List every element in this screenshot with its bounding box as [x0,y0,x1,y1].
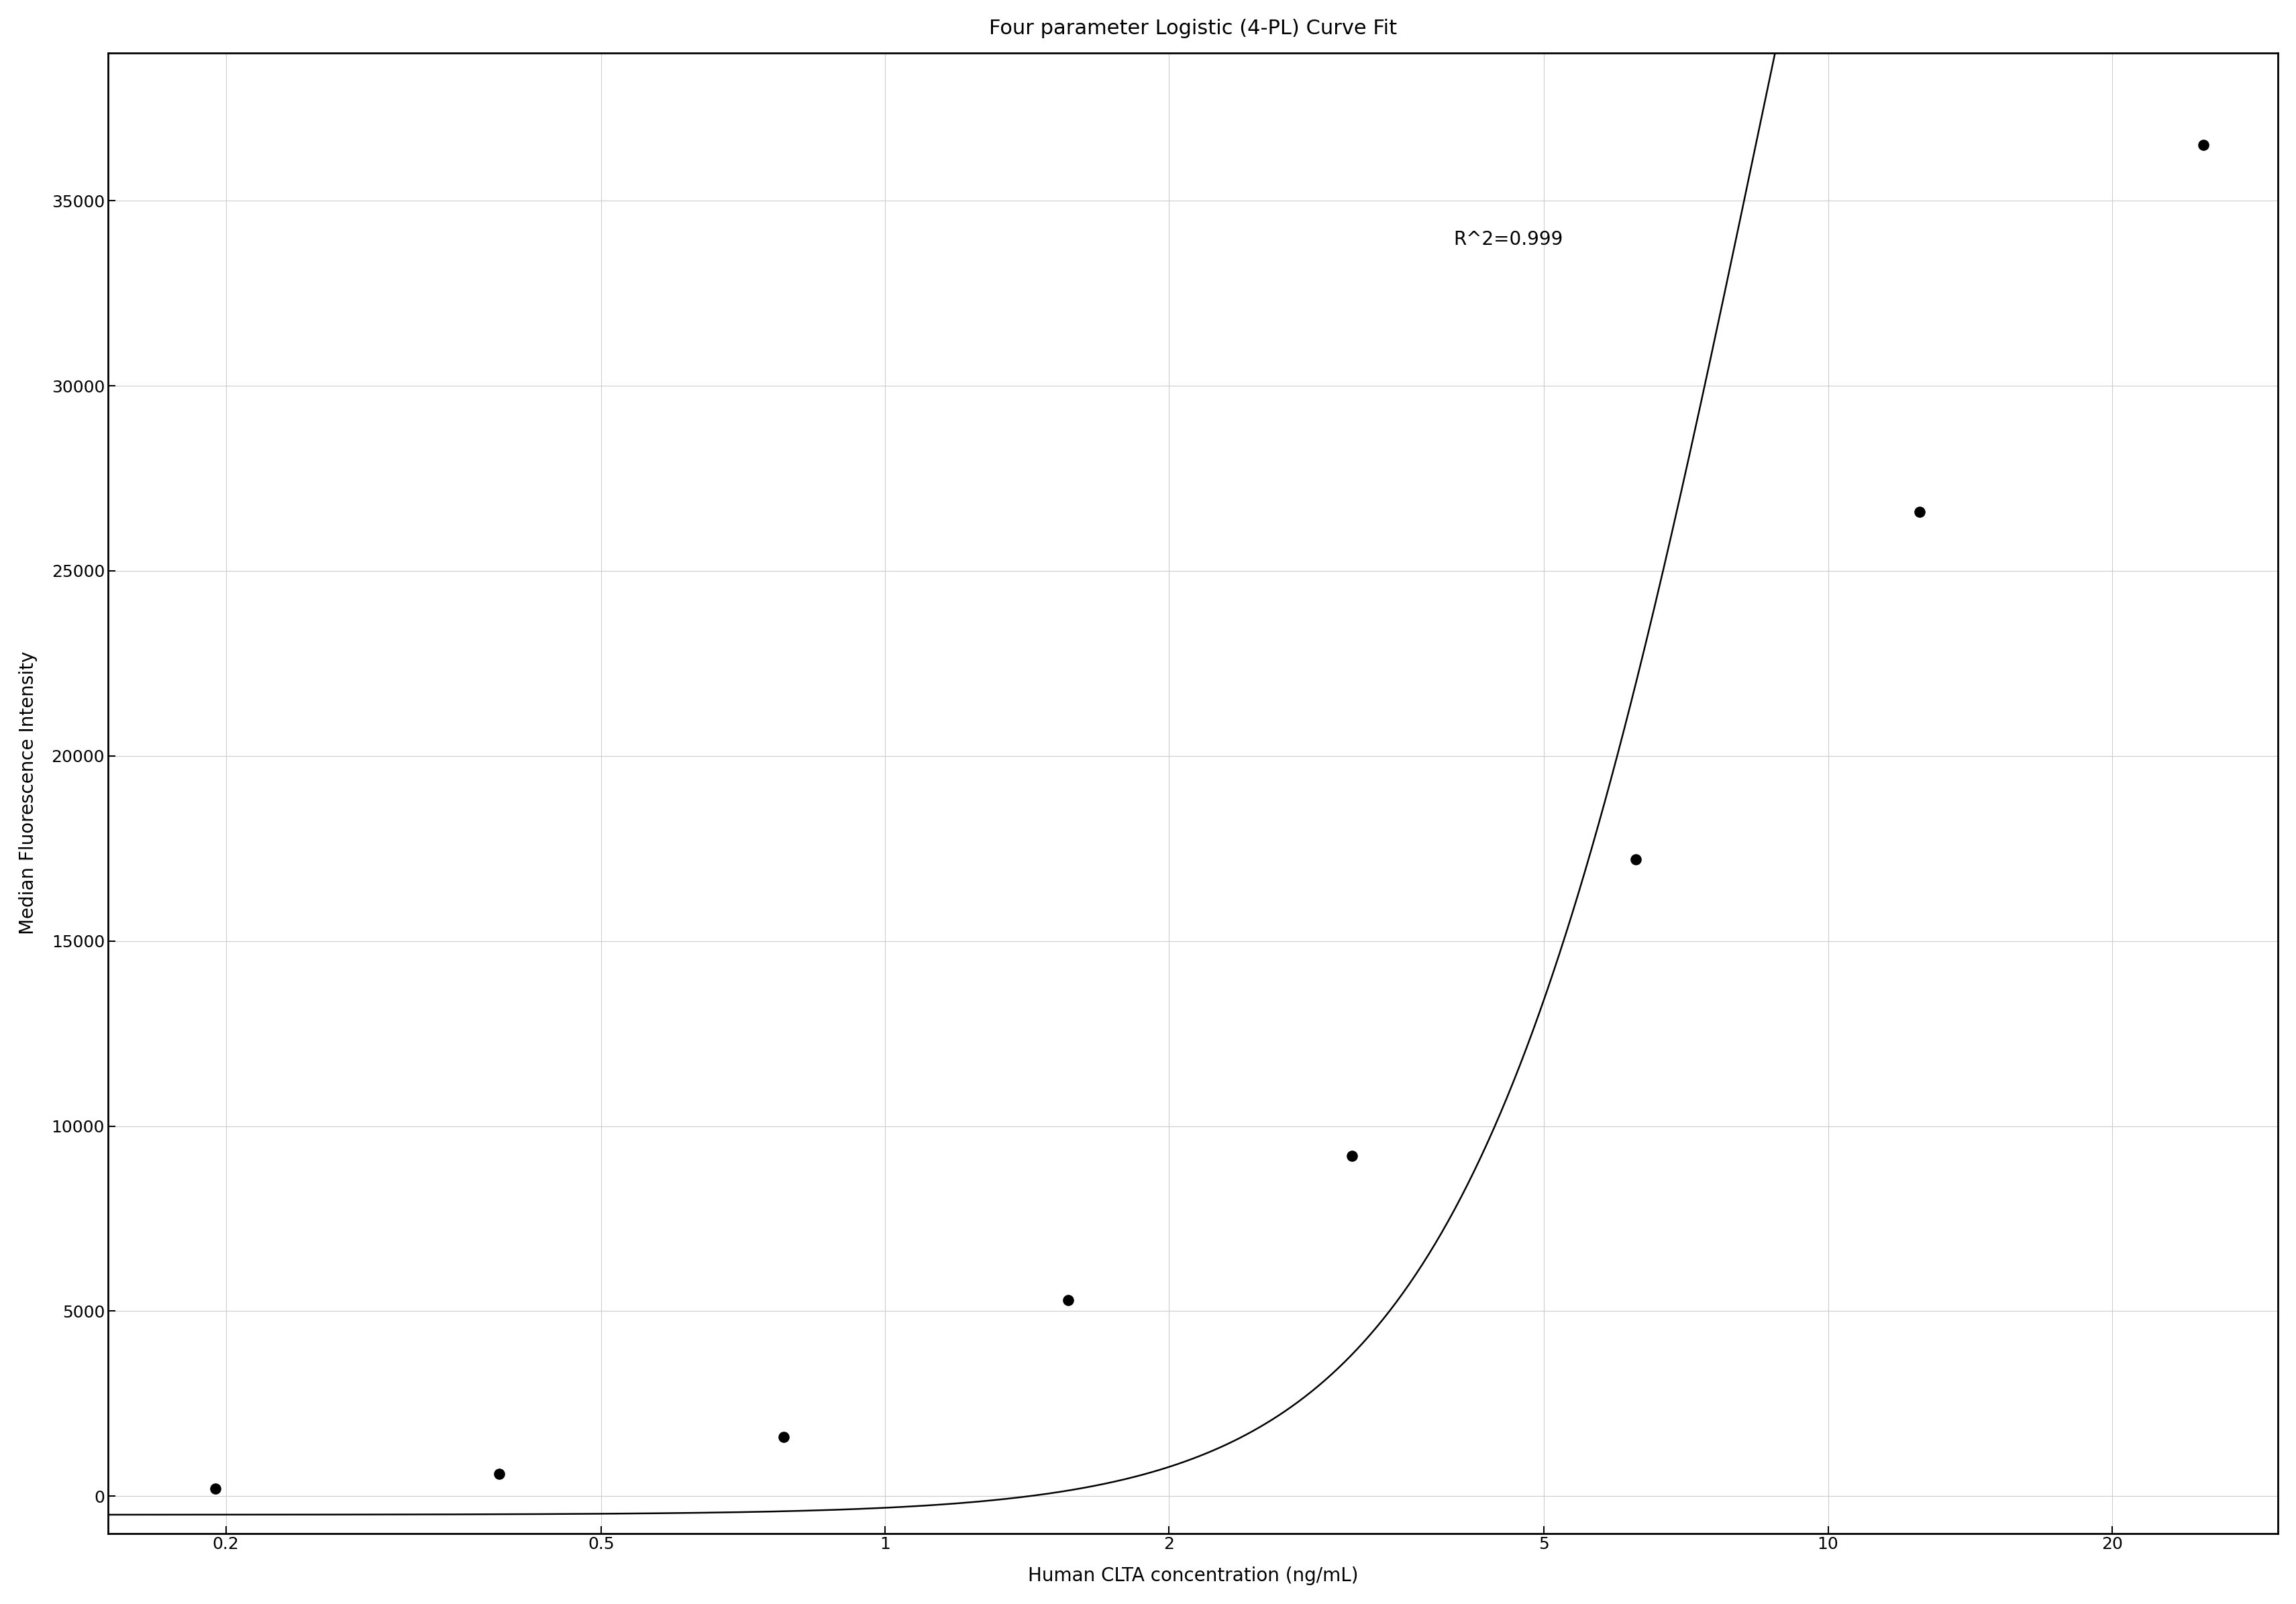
Point [1901,499,1938,525]
Point [197,1476,234,1501]
X-axis label: Human CLTA concentration (ng/mL): Human CLTA concentration (ng/mL) [1029,1567,1357,1585]
Point [765,1424,801,1450]
Point [1616,847,1653,873]
Title: Four parameter Logistic (4-PL) Curve Fit: Four parameter Logistic (4-PL) Curve Fit [990,19,1396,38]
Point [1334,1144,1371,1169]
Text: R^2=0.999: R^2=0.999 [1453,231,1564,249]
Point [480,1461,517,1487]
Y-axis label: Median Fluorescence Intensity: Median Fluorescence Intensity [18,651,37,935]
Point [2183,133,2220,159]
Point [1049,1288,1086,1314]
